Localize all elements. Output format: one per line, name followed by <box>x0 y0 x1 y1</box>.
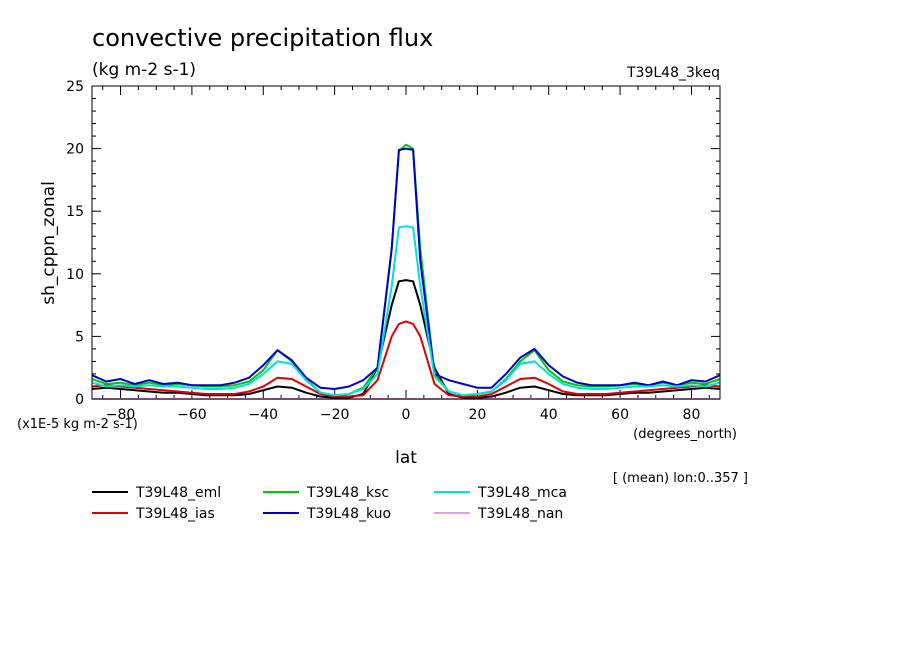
y-tick-label: 5 <box>75 329 84 345</box>
x-tick-label: −60 <box>177 407 207 423</box>
legend-label: T39L48_ksc <box>306 485 389 501</box>
scale-note: (x1E-5 kg m-2 s-1) <box>17 417 138 432</box>
y-axis-label: sh_cppn_zonal <box>39 181 59 305</box>
run-label: T39L48_3keq <box>626 65 720 81</box>
legend-label: T39L48_eml <box>135 485 221 501</box>
series-line-t39l48_mca <box>91 225 721 397</box>
legend: T39L48_eml T39L48_ias T39L48_ksc T39L48_kuo… <box>92 485 567 522</box>
series-line-t39l48_ias <box>91 320 721 398</box>
series-line-t39l48_kuo <box>91 147 721 390</box>
y-tick-label: 15 <box>66 204 84 220</box>
y-tick-label: 20 <box>66 142 84 158</box>
series-line-t39l48_eml <box>91 279 721 399</box>
legend-label: T39L48_nan <box>477 506 563 522</box>
x-tick-label: −40 <box>248 407 278 423</box>
chart-subtitle: (kg m-2 s-1) <box>92 60 196 80</box>
mean-note: [ (mean) lon:0..357 ] <box>613 471 748 486</box>
x-tick-label: −80 <box>106 407 136 423</box>
x-tick-label: 40 <box>540 407 558 423</box>
series-line-t39l48_ksc <box>91 143 721 397</box>
legend-label: T39L48_mca <box>477 485 567 501</box>
x-tick-label: −20 <box>320 407 350 423</box>
chart-title: convective precipitation flux <box>92 24 433 52</box>
x-tick-label: 80 <box>683 407 701 423</box>
x-axis-label: lat <box>395 448 417 468</box>
y-tick-label: 0 <box>75 392 84 408</box>
y-tick-label: 10 <box>66 267 84 283</box>
legend-label: T39L48_ias <box>135 506 215 522</box>
legend-label: T39L48_kuo <box>306 506 391 522</box>
y-tick-label: 25 <box>66 79 84 95</box>
x-tick-label: 0 <box>402 407 411 423</box>
x-tick-label: 60 <box>611 407 629 423</box>
x-tick-label: 20 <box>468 407 486 423</box>
plot-frame <box>91 85 721 400</box>
x-axis-unit: (degrees_north) <box>633 427 737 442</box>
series-group <box>91 143 721 400</box>
axis-ticks: −80 −60 −40 −20 0 20 40 60 80 0 5 10 15 20 25 <box>66 79 720 423</box>
